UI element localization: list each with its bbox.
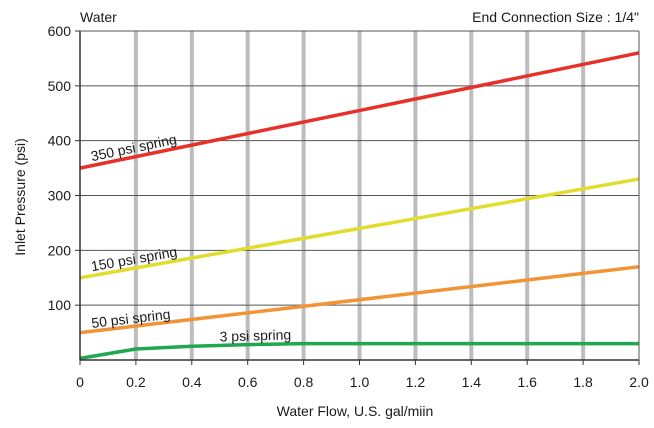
x-tick-label: 0.6	[238, 374, 258, 390]
series-line	[79, 51, 640, 170]
y-tick-label: 100	[48, 297, 72, 313]
grid	[80, 30, 639, 360]
x-tick-label: 0.8	[294, 374, 314, 390]
y-tick-label: 600	[48, 23, 72, 39]
x-tick-label: 1.4	[462, 374, 482, 390]
series-line	[79, 341, 639, 361]
x-tick-label: 0.4	[182, 374, 202, 390]
x-tick-label: 0.2	[126, 374, 146, 390]
x-tick-label: 2.0	[629, 374, 649, 390]
series-label: 3 psi spring	[219, 326, 291, 344]
x-tick-label: 1.8	[573, 374, 593, 390]
chart-title-left: Water	[80, 9, 117, 25]
chart-title-right: End Connection Size : 1/4"	[472, 9, 639, 25]
x-tick-label: 1.2	[406, 374, 426, 390]
series-label: 350 psi spring	[89, 131, 178, 164]
y-axis-label: Inlet Pressure (psi)	[12, 138, 28, 255]
x-axis-label: Water Flow, U.S. gal/miin	[277, 403, 434, 419]
x-tick-label: 1.0	[350, 374, 370, 390]
x-tick-label: 1.6	[517, 374, 537, 390]
series-line	[79, 265, 640, 335]
axes: 100 200 300 400 500 600 0 0.2 0.4 0.6 0.8 1.0 1.2 1.4…	[48, 23, 649, 390]
series-lines	[79, 51, 640, 361]
y-tick-label: 500	[48, 78, 72, 94]
x-tick-label: 0	[76, 374, 84, 390]
series-line	[79, 177, 640, 280]
y-tick-label: 300	[48, 188, 72, 204]
y-tick-label: 200	[48, 242, 72, 258]
y-tick-label: 400	[48, 133, 72, 149]
